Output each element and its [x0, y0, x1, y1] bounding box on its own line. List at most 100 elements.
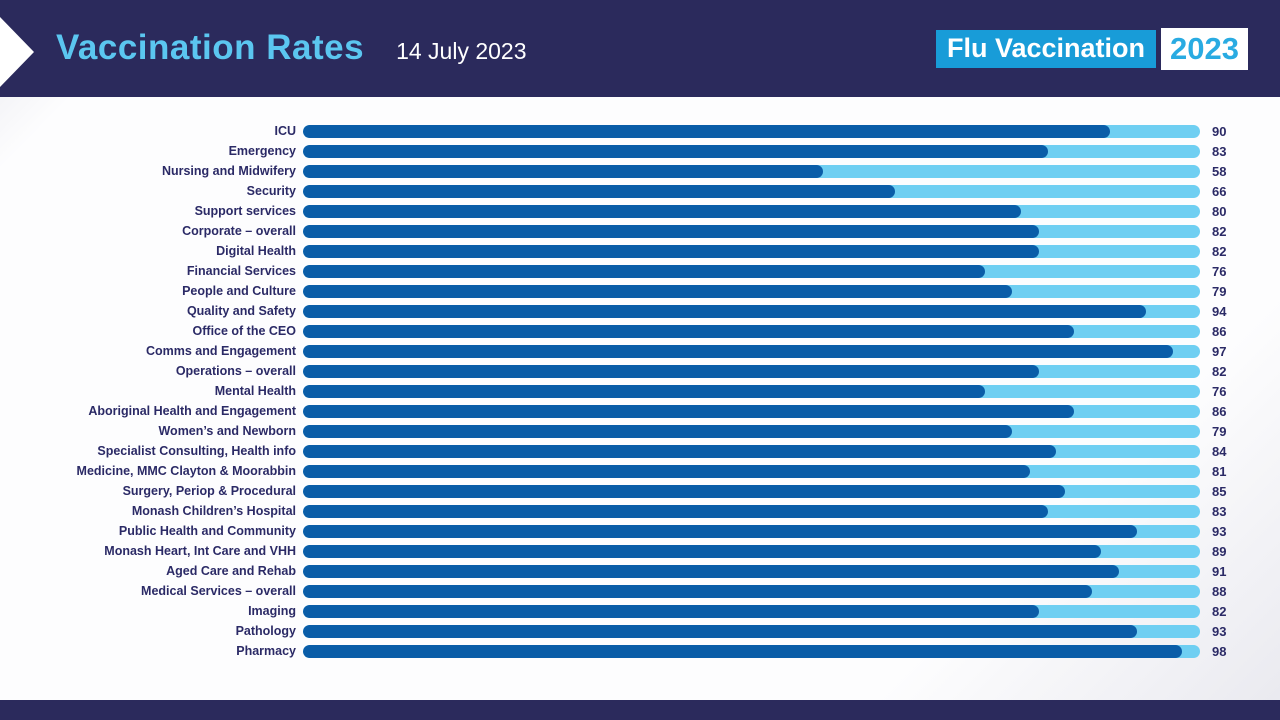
- bar-value: 86: [1212, 403, 1227, 419]
- bar-label: Monash Children’s Hospital: [131, 504, 296, 518]
- bar-value: 79: [1212, 283, 1227, 299]
- bar-label: Corporate – overall: [182, 224, 296, 238]
- bar-track: [303, 144, 1200, 158]
- bar-track: [303, 604, 1200, 618]
- bar-label: People and Culture: [182, 284, 296, 298]
- chart-row: Comms and Engagement 97: [0, 341, 1280, 361]
- bar-label: Emergency: [228, 144, 296, 158]
- bar-fill: [303, 604, 1039, 618]
- bar-label: Medicine, MMC Clayton & Moorabbin: [76, 464, 296, 478]
- bar-track: [303, 524, 1200, 538]
- bar-label: Surgery, Periop & Procedural: [122, 484, 296, 498]
- bar-fill: [303, 364, 1039, 378]
- chart-row: Operations – overall 82: [0, 361, 1280, 381]
- bar-value: 86: [1212, 323, 1227, 339]
- chart-row: Pharmacy 98: [0, 641, 1280, 661]
- bar-fill: [303, 264, 985, 278]
- bar-label: Pathology: [235, 624, 296, 638]
- bar-label: Support services: [194, 204, 296, 218]
- bar-value: 88: [1212, 583, 1227, 599]
- bar-track: [303, 284, 1200, 298]
- bar-fill: [303, 144, 1048, 158]
- bar-label: Security: [246, 184, 296, 198]
- bar-fill: [303, 184, 896, 198]
- bar-track: [303, 624, 1200, 638]
- bar-track: [303, 644, 1200, 658]
- logo-year-badge: 2023: [1161, 27, 1248, 70]
- bar-fill: [303, 644, 1183, 658]
- bar-value: 80: [1212, 203, 1227, 219]
- bar-value: 82: [1212, 363, 1227, 379]
- bar-track: [303, 584, 1200, 598]
- bar-track: [303, 304, 1200, 318]
- bar-track: [303, 324, 1200, 338]
- title-group: Vaccination Rates 14 July 2023: [56, 28, 527, 68]
- bar-chart: ICU 90 Emergency 83 Nursing and Midwifery 58 S…: [0, 121, 1280, 661]
- chart-row: Nursing and Midwifery 58: [0, 161, 1280, 181]
- bar-label: Aged Care and Rehab: [166, 564, 296, 578]
- chart-row: Quality and Safety 94: [0, 301, 1280, 321]
- bar-track: [303, 544, 1200, 558]
- bar-track: [303, 264, 1200, 278]
- bar-track: [303, 224, 1200, 238]
- bar-value: 82: [1212, 243, 1227, 259]
- bar-label: Women’s and Newborn: [158, 424, 296, 438]
- header-bar: Vaccination Rates 14 July 2023 Flu Vacci…: [0, 0, 1280, 97]
- bar-fill: [303, 404, 1075, 418]
- bar-fill: [303, 444, 1057, 458]
- footer-bar: [0, 700, 1280, 720]
- bar-fill: [303, 484, 1066, 498]
- bar-fill: [303, 284, 1012, 298]
- bar-value: 58: [1212, 163, 1227, 179]
- bar-label: Public Health and Community: [118, 524, 296, 538]
- bar-value: 82: [1212, 603, 1227, 619]
- bar-value: 94: [1212, 303, 1227, 319]
- bar-value: 93: [1212, 523, 1227, 539]
- bar-fill: [303, 524, 1138, 538]
- bar-label: Digital Health: [216, 244, 296, 258]
- bar-fill: [303, 504, 1048, 518]
- bar-track: [303, 504, 1200, 518]
- bar-value: 85: [1212, 483, 1227, 499]
- bar-value: 84: [1212, 443, 1227, 459]
- bar-value: 66: [1212, 183, 1227, 199]
- chart-row: Security 66: [0, 181, 1280, 201]
- chart-row: Financial Services 76: [0, 261, 1280, 281]
- bar-label: Pharmacy: [236, 644, 296, 658]
- bar-fill: [303, 244, 1039, 258]
- bar-fill: [303, 164, 824, 178]
- bar-value: 93: [1212, 623, 1227, 639]
- bar-value: 83: [1212, 143, 1227, 159]
- chart-row: Aboriginal Health and Engagement 86: [0, 401, 1280, 421]
- bar-track: [303, 384, 1200, 398]
- bar-fill: [303, 304, 1147, 318]
- bar-track: [303, 344, 1200, 358]
- bar-label: Quality and Safety: [186, 304, 296, 318]
- chart-row: Pathology 93: [0, 621, 1280, 641]
- bar-label: Nursing and Midwifery: [161, 164, 296, 178]
- bar-label: Aboriginal Health and Engagement: [88, 404, 296, 418]
- bar-fill: [303, 464, 1030, 478]
- bar-fill: [303, 124, 1111, 138]
- bar-value: 89: [1212, 543, 1227, 559]
- chart-row: ICU 90: [0, 121, 1280, 141]
- bar-track: [303, 204, 1200, 218]
- bar-fill: [303, 584, 1093, 598]
- bar-label: Office of the CEO: [192, 324, 296, 338]
- bar-value: 76: [1212, 263, 1227, 279]
- bar-value: 90: [1212, 123, 1227, 139]
- chart-row: Imaging 82: [0, 601, 1280, 621]
- chart-row: Women’s and Newborn 79: [0, 421, 1280, 441]
- chart-row: Corporate – overall 82: [0, 221, 1280, 241]
- chart-row: Emergency 83: [0, 141, 1280, 161]
- bar-track: [303, 564, 1200, 578]
- chart-row: Public Health and Community 93: [0, 521, 1280, 541]
- bar-label: Specialist Consulting, Health info: [97, 444, 296, 458]
- bar-label: ICU: [274, 124, 296, 138]
- bar-fill: [303, 424, 1012, 438]
- bar-value: 76: [1212, 383, 1227, 399]
- bar-fill: [303, 344, 1174, 358]
- chart-row: People and Culture 79: [0, 281, 1280, 301]
- bar-label: Comms and Engagement: [145, 344, 296, 358]
